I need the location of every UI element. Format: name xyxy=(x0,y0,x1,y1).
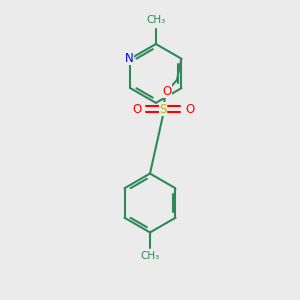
Text: CH₃: CH₃ xyxy=(140,251,160,261)
Text: O: O xyxy=(185,103,194,116)
Text: O: O xyxy=(162,85,171,98)
Text: CH₃: CH₃ xyxy=(147,15,166,26)
Text: S: S xyxy=(159,103,167,116)
Text: O: O xyxy=(132,103,141,116)
Text: N: N xyxy=(124,52,133,64)
